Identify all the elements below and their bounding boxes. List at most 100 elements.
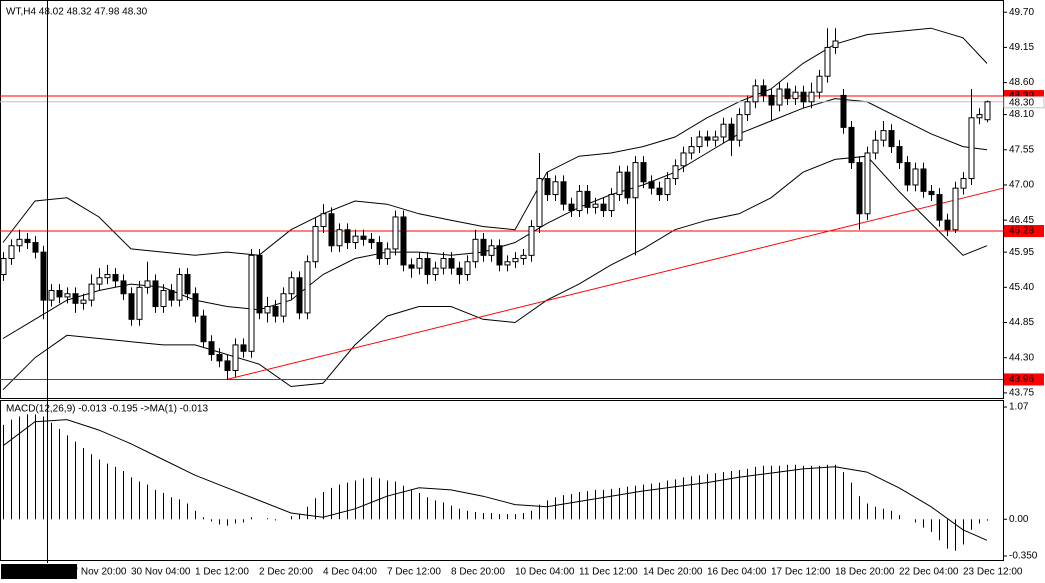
candle-body — [152, 280, 159, 308]
level-label-box — [1004, 225, 1044, 238]
candle-body — [856, 162, 863, 215]
candle-body — [40, 251, 47, 301]
candle-body — [376, 242, 383, 260]
candle-body — [96, 277, 103, 285]
candle-body — [0, 258, 7, 276]
candle-body — [656, 187, 663, 196]
candle-body — [760, 85, 767, 96]
chart-title: WT,H4 48.02 48.32 47.98 48.30 — [6, 7, 148, 18]
candle-body — [304, 261, 311, 314]
candle-body — [984, 101, 991, 121]
candle-body — [280, 293, 287, 317]
candle-body — [944, 219, 951, 231]
candle-body — [208, 341, 215, 355]
x-tick-label: 4 Dec 04:00 — [323, 567, 377, 578]
y-tick-label: 46.45 — [1009, 215, 1034, 226]
y-tick-label: 49.70 — [1009, 7, 1034, 18]
candle-body — [344, 229, 351, 244]
candle-body — [816, 75, 823, 93]
candle-body — [272, 306, 279, 317]
candle-body — [144, 280, 151, 288]
candle-body — [608, 194, 615, 212]
x-tick-label: 30 Nov 04:00 — [131, 567, 191, 578]
candle-body — [552, 181, 559, 196]
y-tick-label: 0.00 — [1009, 514, 1029, 525]
candle-body — [136, 286, 143, 320]
candle-body — [408, 264, 415, 269]
y-tick-label: 48.60 — [1009, 77, 1034, 88]
candle-body — [464, 261, 471, 276]
candle-body — [648, 181, 655, 189]
trend-line — [226, 187, 1004, 380]
candle-body — [176, 274, 183, 301]
candle-body — [440, 258, 447, 269]
candle-body — [768, 94, 775, 106]
candle-body — [368, 238, 375, 244]
candle-body — [880, 130, 887, 141]
candle-body — [8, 245, 15, 260]
level-label: 43.96 — [1009, 374, 1034, 385]
candle-body — [704, 136, 711, 141]
candle-body — [672, 165, 679, 180]
crosshair-label: 2020.11.26 8:00 — [4, 567, 76, 578]
candle-body — [128, 293, 135, 320]
candle-body — [976, 114, 983, 119]
candle-body — [528, 226, 535, 256]
candle-body — [64, 293, 71, 298]
candle-body — [616, 171, 623, 196]
candle-body — [48, 290, 55, 301]
candle-body — [200, 315, 207, 343]
y-tick-label: 45.95 — [1009, 247, 1034, 258]
candle-body — [640, 162, 647, 183]
candle-body — [456, 267, 463, 276]
x-tick-label: 22 Dec 04:00 — [899, 567, 959, 578]
candle-body — [336, 229, 343, 247]
candle-body — [288, 277, 295, 295]
candle-body — [824, 46, 831, 77]
candle-body — [864, 152, 871, 215]
x-tick-label: 27 Nov 20:00 — [67, 567, 127, 578]
candle-body — [584, 190, 591, 208]
candle-body — [352, 235, 359, 244]
candle-body — [624, 171, 631, 199]
candle-body — [232, 344, 239, 371]
candle-body — [504, 261, 511, 266]
y-tick-label: 49.15 — [1009, 42, 1034, 53]
y-tick-label: 1.07 — [1009, 402, 1029, 413]
candle-body — [424, 258, 431, 276]
candle-body — [936, 194, 943, 221]
candle-body — [168, 290, 175, 301]
candle-body — [592, 203, 599, 208]
x-tick-label: 7 Dec 12:00 — [387, 567, 441, 578]
candle-body — [160, 290, 167, 308]
x-tick-label: 1 Dec 12:00 — [195, 567, 249, 578]
candle-body — [496, 245, 503, 266]
price-label-box — [1003, 96, 1045, 109]
candle-body — [432, 267, 439, 276]
candle-body — [392, 216, 399, 250]
candle-body — [840, 94, 847, 128]
macd-panel-frame — [0, 400, 1004, 561]
candle-body — [896, 146, 903, 164]
candle-body — [600, 203, 607, 212]
y-tick-label: 48.10 — [1009, 109, 1034, 120]
candle-body — [848, 126, 855, 164]
candle-body — [808, 91, 815, 103]
candle-body — [960, 178, 967, 189]
candle-body — [904, 162, 911, 186]
candle-body — [568, 203, 575, 212]
price-panel-frame — [0, 0, 1004, 399]
candle-body — [240, 344, 247, 352]
candle-body — [784, 88, 791, 100]
candle-body — [952, 187, 959, 231]
candle-body — [312, 226, 319, 263]
candle-body — [576, 190, 583, 212]
y-tick-label: -0.350 — [1009, 551, 1038, 562]
candle-body — [488, 245, 495, 256]
candle-body — [664, 178, 671, 196]
candle-body — [696, 136, 703, 148]
candle-body — [912, 168, 919, 186]
candle-body — [928, 190, 935, 196]
candle-body — [328, 213, 335, 247]
